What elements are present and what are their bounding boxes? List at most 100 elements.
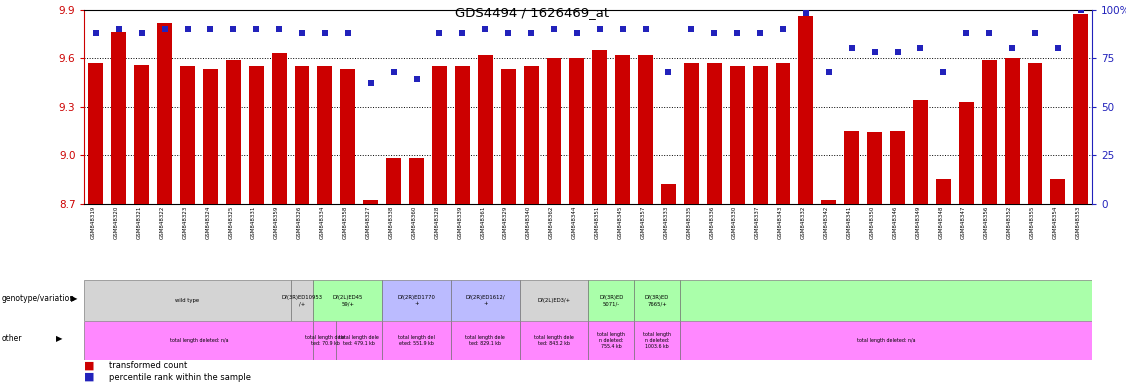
Bar [295,66,310,204]
Text: GSM848343: GSM848343 [778,205,783,239]
Text: GSM848336: GSM848336 [709,205,714,239]
Text: total length deleted: n/a: total length deleted: n/a [170,338,229,343]
Text: Df(2R)ED1612/
+: Df(2R)ED1612/ + [465,295,506,306]
Text: GSM848353: GSM848353 [1075,205,1081,239]
Text: total length dele
ted: 843.2 kb: total length dele ted: 843.2 kb [534,335,574,346]
Text: total length dele
ted: 70.9 kb: total length dele ted: 70.9 kb [305,335,345,346]
Bar [589,280,634,321]
Bar [519,280,588,321]
Text: GDS4494 / 1626469_at: GDS4494 / 1626469_at [455,6,609,19]
Text: total length dele
ted: 479.1 kb: total length dele ted: 479.1 kb [339,335,379,346]
Bar [680,280,1092,321]
Text: ■: ■ [84,361,95,371]
Text: GSM848323: GSM848323 [182,205,188,239]
Text: GSM848347: GSM848347 [962,205,966,239]
Text: GSM848349: GSM848349 [915,205,920,239]
Text: GSM848352: GSM848352 [1007,205,1012,239]
Bar [386,158,401,204]
Bar [680,321,1092,360]
Text: GSM848321: GSM848321 [136,205,142,239]
Text: GSM848333: GSM848333 [663,205,669,239]
Bar [776,63,790,204]
Text: Df(2L)ED45
59/+: Df(2L)ED45 59/+ [332,295,363,306]
Text: GSM848358: GSM848358 [342,205,348,239]
Bar [592,50,607,204]
Bar [844,131,859,204]
Bar [959,102,974,204]
Text: Df(3R)ED10953
/+: Df(3R)ED10953 /+ [282,295,322,306]
Bar [798,16,813,204]
Bar [318,66,332,204]
Bar [752,66,768,204]
Text: GSM848362: GSM848362 [549,205,554,239]
Text: ▶: ▶ [71,294,78,303]
Bar [546,58,562,204]
Bar [337,321,382,360]
Bar [1051,179,1065,204]
Text: transformed count: transformed count [109,361,187,370]
Text: GSM848334: GSM848334 [320,205,325,239]
Bar [111,32,126,204]
Bar [89,63,104,204]
Bar [707,63,722,204]
Text: GSM848359: GSM848359 [274,205,279,239]
Bar [455,66,470,204]
Text: other: other [1,334,21,343]
Bar [340,70,356,204]
Bar [501,70,516,204]
Bar [271,53,287,204]
Text: GSM848331: GSM848331 [251,205,257,239]
Bar [382,321,450,360]
Text: Df(3R)ED
5071/-: Df(3R)ED 5071/- [599,295,624,306]
Bar [432,66,447,204]
Text: total length del
eted: 551.9 kb: total length del eted: 551.9 kb [399,335,435,346]
Text: total length
n deleted:
1003.6 kb: total length n deleted: 1003.6 kb [643,332,671,349]
Text: GSM848324: GSM848324 [205,205,211,239]
Bar [570,58,584,204]
Text: GSM848348: GSM848348 [938,205,944,239]
Bar [180,66,195,204]
Text: ▶: ▶ [56,334,63,343]
Bar [730,66,744,204]
Bar [477,55,493,204]
Text: wild type: wild type [176,298,199,303]
Text: total length
n deleted:
755.4 kb: total length n deleted: 755.4 kb [597,332,625,349]
Text: GSM848361: GSM848361 [481,205,485,239]
Text: GSM848325: GSM848325 [229,205,233,239]
Bar [291,280,313,321]
Bar [634,280,680,321]
Text: Df(3R)ED
7665/+: Df(3R)ED 7665/+ [645,295,669,306]
Text: GSM848357: GSM848357 [641,205,645,239]
Text: GSM848345: GSM848345 [618,205,623,239]
Bar [890,131,905,204]
Bar [158,23,172,204]
Text: ■: ■ [84,372,95,382]
Bar [615,55,631,204]
Bar [524,66,538,204]
Bar [638,55,653,204]
Bar [519,321,588,360]
Text: GSM848326: GSM848326 [297,205,302,239]
Text: GSM848337: GSM848337 [756,205,760,239]
Text: GSM848342: GSM848342 [824,205,829,239]
Bar [450,321,519,360]
Text: GSM848319: GSM848319 [91,205,96,239]
Text: GSM848351: GSM848351 [595,205,600,239]
Bar [134,65,149,204]
Bar [982,60,997,204]
Bar [226,60,241,204]
Bar [1004,58,1019,204]
Text: GSM848322: GSM848322 [160,205,164,239]
Text: Df(2R)ED1770
+: Df(2R)ED1770 + [397,295,436,306]
Bar [913,100,928,204]
Bar [867,132,882,204]
Text: GSM848332: GSM848332 [801,205,806,239]
Bar [1073,15,1088,204]
Text: percentile rank within the sample: percentile rank within the sample [109,372,251,382]
Bar [364,200,378,204]
Text: total length dele
ted: 829.1 kb: total length dele ted: 829.1 kb [465,335,506,346]
Bar [313,321,337,360]
Bar [821,200,837,204]
Bar [409,158,425,204]
Bar [589,321,634,360]
